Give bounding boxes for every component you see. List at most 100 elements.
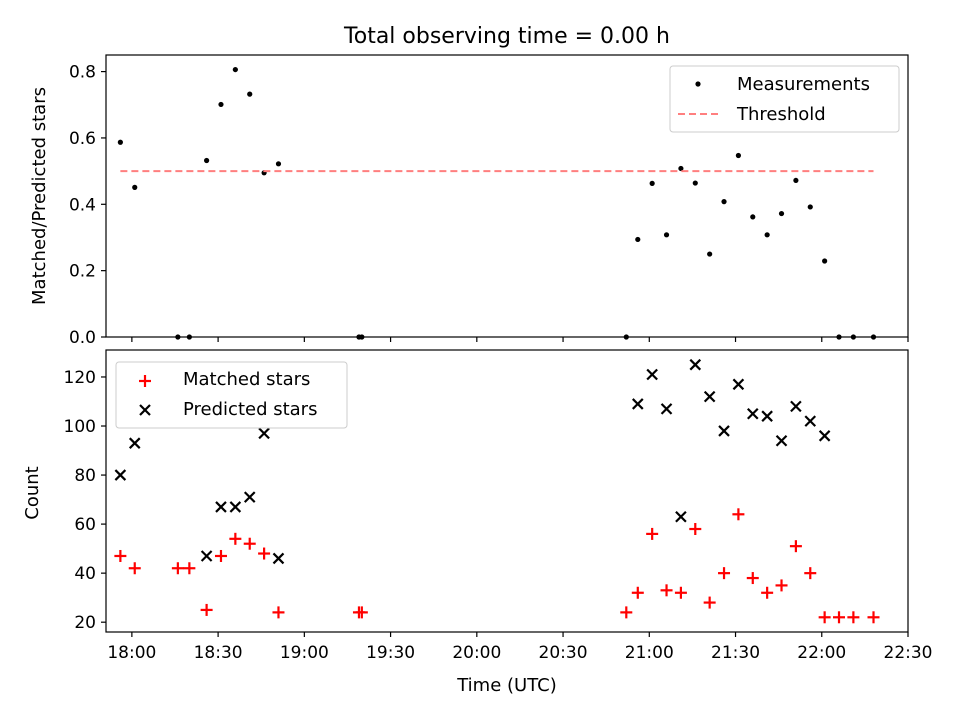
bottom-ytick-label: 20 xyxy=(74,613,96,633)
matched-stars-point xyxy=(114,549,127,562)
predicted-stars-point xyxy=(818,430,831,442)
matched-stars-point xyxy=(867,611,880,624)
measurements-point xyxy=(735,152,742,159)
bottom-xtick-label: 20:00 xyxy=(452,643,501,663)
measurements-point xyxy=(678,165,684,172)
predicted-stars-point xyxy=(243,491,256,503)
bottom-xtick-label: 21:00 xyxy=(625,643,674,663)
measurements-point xyxy=(764,232,770,238)
matched-stars-point xyxy=(258,547,271,560)
measurements-point xyxy=(721,199,727,205)
bottom-xtick-label: 22:00 xyxy=(797,643,846,663)
matched-stars-point xyxy=(718,567,731,580)
bottom-xtick-label: 20:30 xyxy=(539,643,588,663)
predicted-stars-point xyxy=(804,415,817,427)
predicted-stars-point xyxy=(114,469,127,481)
predicted-stars-point xyxy=(200,550,213,562)
predicted-stars-point xyxy=(215,501,227,513)
top-series xyxy=(117,66,877,340)
legend-measurements-label: Measurements xyxy=(737,74,870,95)
bottom-y-ticks: 20 40 60 80 100 120 xyxy=(64,368,106,633)
bottom-xtick-label: 18:30 xyxy=(194,643,243,663)
legend-threshold-label: Threshold xyxy=(736,104,826,125)
bottom-xtick-label: 21:30 xyxy=(711,643,760,663)
bottom-ytick-label: 80 xyxy=(74,466,96,486)
top-y-ticks: 0.0 0.2 0.4 0.6 0.8 xyxy=(69,63,106,348)
bottom-ytick-label: 60 xyxy=(74,515,96,535)
top-title: Total observing time = 0.00 h xyxy=(343,24,670,49)
predicted-stars-point xyxy=(703,390,716,403)
predicted-stars-point xyxy=(272,552,285,565)
measurements-point xyxy=(707,251,713,257)
matched-stars-point xyxy=(660,584,673,597)
top-legend: Measurements Threshold xyxy=(669,65,900,133)
legend-matched-label: Matched stars xyxy=(183,369,310,390)
bottom-series xyxy=(114,358,880,624)
predicted-stars-point xyxy=(258,427,270,440)
bottom-xtick-label: 19:00 xyxy=(280,643,329,663)
matched-stars-point xyxy=(646,527,659,540)
predicted-stars-point xyxy=(732,378,745,391)
matched-stars-point xyxy=(229,532,242,545)
matched-stars-point xyxy=(243,537,256,550)
bottom-legend: Matched stars Predicted stars xyxy=(115,361,348,429)
matched-stars-point xyxy=(183,562,196,575)
predicted-stars-point xyxy=(790,400,802,413)
bottom-ytick-label: 100 xyxy=(64,417,96,437)
matched-stars-point xyxy=(272,606,285,619)
predicted-stars-point xyxy=(746,407,759,420)
measurements-point xyxy=(204,157,210,164)
bottom-xlabel: Time (UTC) xyxy=(456,675,557,696)
measurements-point xyxy=(750,214,756,220)
measurements-point xyxy=(649,180,655,186)
measurements-point xyxy=(117,139,123,145)
top-ylabel: Matched/Predicted stars xyxy=(29,87,50,305)
bottom-xtick-label: 18:00 xyxy=(107,643,156,663)
bottom-ylabel: Count xyxy=(22,466,43,519)
measurements-point xyxy=(635,236,641,243)
matched-stars-point xyxy=(703,596,716,609)
matched-stars-point xyxy=(171,562,184,575)
predicted-stars-point xyxy=(775,434,788,447)
matched-stars-point xyxy=(214,549,227,562)
measurements-point xyxy=(807,204,813,210)
top-ytick-label: 0.0 xyxy=(69,328,96,348)
top-ytick-label: 0.6 xyxy=(69,129,96,149)
bottom-x-ticks: 18:00 18:30 19:00 19:30 20:00 20:30 21:00 21:30… xyxy=(107,632,933,663)
bottom-xtick-label: 22:30 xyxy=(884,643,933,663)
legend-predicted-marker xyxy=(139,404,151,416)
matched-stars-point xyxy=(732,508,745,521)
predicted-stars-point xyxy=(675,510,687,523)
top-legend-box xyxy=(669,65,900,133)
bottom-ytick-label: 120 xyxy=(64,368,96,388)
bottom-xtick-label: 19:30 xyxy=(366,643,415,663)
measurements-point xyxy=(232,66,238,73)
predicted-stars-point xyxy=(689,358,702,371)
measurements-point xyxy=(247,91,253,97)
bottom-legend-box xyxy=(115,361,348,429)
bottom-panel: 20 40 60 80 100 120 18:00 18:30 19:00 19:30 20:00… xyxy=(22,349,933,696)
measurements-point xyxy=(663,232,670,238)
predicted-stars-point xyxy=(761,410,773,422)
matched-stars-point xyxy=(847,611,860,624)
matched-stars-point xyxy=(200,603,213,616)
matched-stars-point xyxy=(355,606,368,619)
top-ytick-label: 0.8 xyxy=(69,63,96,83)
top-panel: Total observing time = 0.00 h 0.00.20.40… xyxy=(29,24,909,348)
top-ytick-label: 0.2 xyxy=(69,262,96,282)
top-ytick-label: 0.4 xyxy=(69,195,96,215)
predicted-stars-point xyxy=(229,501,242,513)
bottom-frame xyxy=(105,349,909,633)
matched-stars-point xyxy=(761,586,774,599)
predicted-stars-point xyxy=(718,425,730,437)
measurements-point xyxy=(822,258,828,264)
predicted-stars-point xyxy=(646,368,658,381)
legend-measurements-marker xyxy=(695,81,701,87)
bottom-ytick-label: 40 xyxy=(74,564,96,584)
measurements-point xyxy=(275,161,282,167)
measurements-point xyxy=(793,177,799,184)
legend-predicted-label: Predicted stars xyxy=(183,399,317,420)
top-frame xyxy=(105,54,909,338)
matched-stars-point xyxy=(804,567,817,580)
